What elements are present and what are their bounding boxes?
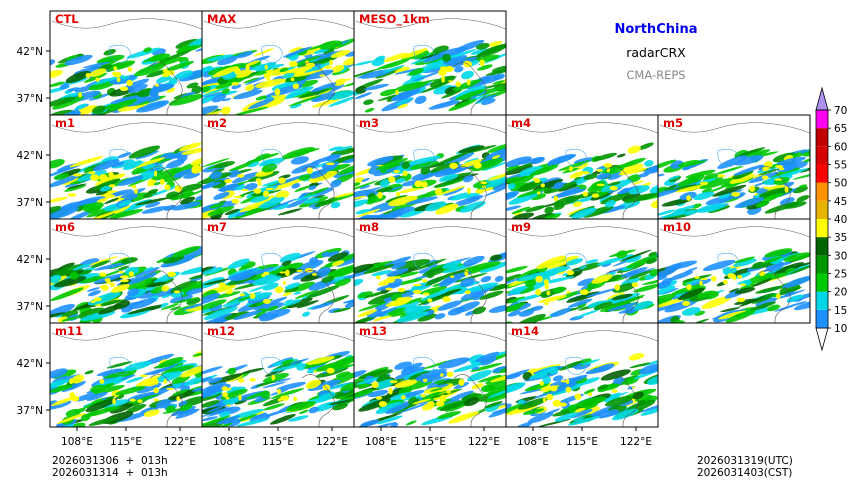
colorbar-band	[816, 309, 828, 328]
panel-label: m6	[55, 220, 75, 234]
colorbar-band	[816, 182, 828, 201]
init-time-line1: 2026031306 + 013h	[52, 455, 168, 467]
panel-label: m2	[207, 116, 227, 130]
lon-tick-label: 108°E	[517, 436, 549, 448]
lon-tick-label: 115°E	[414, 436, 446, 448]
panel-label: MESO_1km	[359, 12, 430, 27]
lon-tick-label: 115°E	[262, 436, 294, 448]
region-title: NorthChina	[614, 22, 698, 37]
map-panel-m2: m2	[201, 114, 355, 220]
map-panel-MAX: MAX	[201, 10, 355, 116]
lat-tick-label: 37°N	[17, 405, 43, 417]
panel-label: MAX	[207, 12, 236, 26]
panel-label: m7	[207, 220, 227, 234]
colorbar-band	[816, 200, 828, 219]
colorbar-tick-label: 55	[834, 160, 847, 172]
colorbar-tick-label: 50	[834, 178, 847, 190]
colorbar-tick-label: 70	[834, 105, 847, 117]
lon-tick-label: 122°E	[316, 436, 348, 448]
lat-tick-label: 37°N	[17, 197, 43, 209]
variable-title: radarCRX	[626, 45, 686, 60]
colorbar-tick-label: 35	[834, 232, 847, 244]
lat-tick-label: 37°N	[17, 93, 43, 105]
map-panel-m3: m3	[353, 114, 507, 220]
colorbar-band	[816, 110, 828, 129]
valid-time-utc: 2026031319(UTC)	[697, 455, 793, 467]
panel-label: m5	[663, 116, 683, 130]
lat-tick-label: 42°N	[17, 254, 43, 266]
colorbar-tick-label: 20	[834, 287, 847, 299]
colorbar-band	[816, 164, 828, 183]
panel-label: m14	[511, 324, 539, 338]
colorbar-band	[816, 237, 828, 256]
colorbar-band	[816, 219, 828, 238]
panel-label: m3	[359, 116, 379, 130]
lat-tick-label: 42°N	[17, 358, 43, 370]
colorbar-tick-label: 25	[834, 269, 847, 281]
panel-label: m1	[55, 116, 75, 130]
init-time-line2: 2026031314 + 013h	[52, 467, 168, 479]
map-panel-m9: m9	[505, 218, 659, 324]
colorbar-band	[816, 128, 828, 147]
colorbar: 10 15 20 25 30 35 40 45 50 55 60 65 70	[815, 86, 847, 352]
panel-label: m13	[359, 324, 387, 338]
colorbar-tick-label: 30	[834, 250, 847, 262]
lon-tick-label: 122°E	[164, 436, 196, 448]
colorbar-band	[816, 273, 828, 292]
map-panel-m4: m4	[505, 114, 659, 220]
colorbar-tick-label: 45	[834, 196, 847, 208]
colorbar-tick-label: 15	[834, 305, 847, 317]
panel-label: CTL	[55, 12, 79, 26]
lat-tick-label: 42°N	[17, 150, 43, 162]
map-panel-MESO_1km: MESO_1km	[353, 10, 507, 116]
panel-label: m9	[511, 220, 531, 234]
colorbar-tick-label: 65	[834, 123, 847, 135]
colorbar-over-arrow	[815, 86, 829, 111]
panel-label: m8	[359, 220, 379, 234]
map-panel-m8: m8	[353, 218, 507, 324]
colorbar-tick-label: 60	[834, 141, 847, 153]
colorbar-band	[816, 255, 828, 274]
map-panel-m10: m10	[657, 218, 811, 324]
colorbar-band	[816, 146, 828, 165]
colorbar-tick-label: 40	[834, 214, 847, 226]
lon-tick-label: 108°E	[61, 436, 93, 448]
lon-tick-label: 115°E	[566, 436, 598, 448]
lon-tick-label: 122°E	[468, 436, 500, 448]
map-panel-m11: m11 42°N 37°N 108°E 115°E 122°E	[17, 322, 203, 448]
map-panel-m7: m7	[201, 218, 355, 324]
colorbar-tick-label: 10	[834, 323, 847, 335]
valid-time-cst: 2026031403(CST)	[697, 467, 793, 479]
panel-label: m4	[511, 116, 531, 130]
colorbar-band	[816, 291, 828, 310]
lon-tick-label: 122°E	[620, 436, 652, 448]
panel-label: m12	[207, 324, 235, 338]
map-panel-m6: m6 42°N 37°N	[17, 218, 203, 324]
panel-label: m10	[663, 220, 691, 234]
lon-tick-label: 108°E	[213, 436, 245, 448]
map-panel-m14: m14 108°E 115°E 122°E	[505, 322, 659, 448]
system-title: CMA-REPS	[626, 68, 686, 82]
map-panel-m12: m12 108°E 115°E 122°E	[201, 322, 355, 448]
map-panel-m13: m13 108°E 115°E 122°E	[353, 322, 507, 448]
lat-tick-label: 42°N	[17, 46, 43, 58]
colorbar-under-arrow	[815, 327, 829, 352]
map-panel-m1: m1 42°N 37°N	[17, 114, 203, 220]
lon-tick-label: 108°E	[365, 436, 397, 448]
lat-tick-label: 37°N	[17, 301, 43, 313]
map-panel-m5: m5	[657, 114, 811, 220]
map-panel-CTL: CTL 42°N 37°N	[17, 10, 203, 116]
lon-tick-label: 115°E	[110, 436, 142, 448]
panel-label: m11	[55, 324, 83, 338]
